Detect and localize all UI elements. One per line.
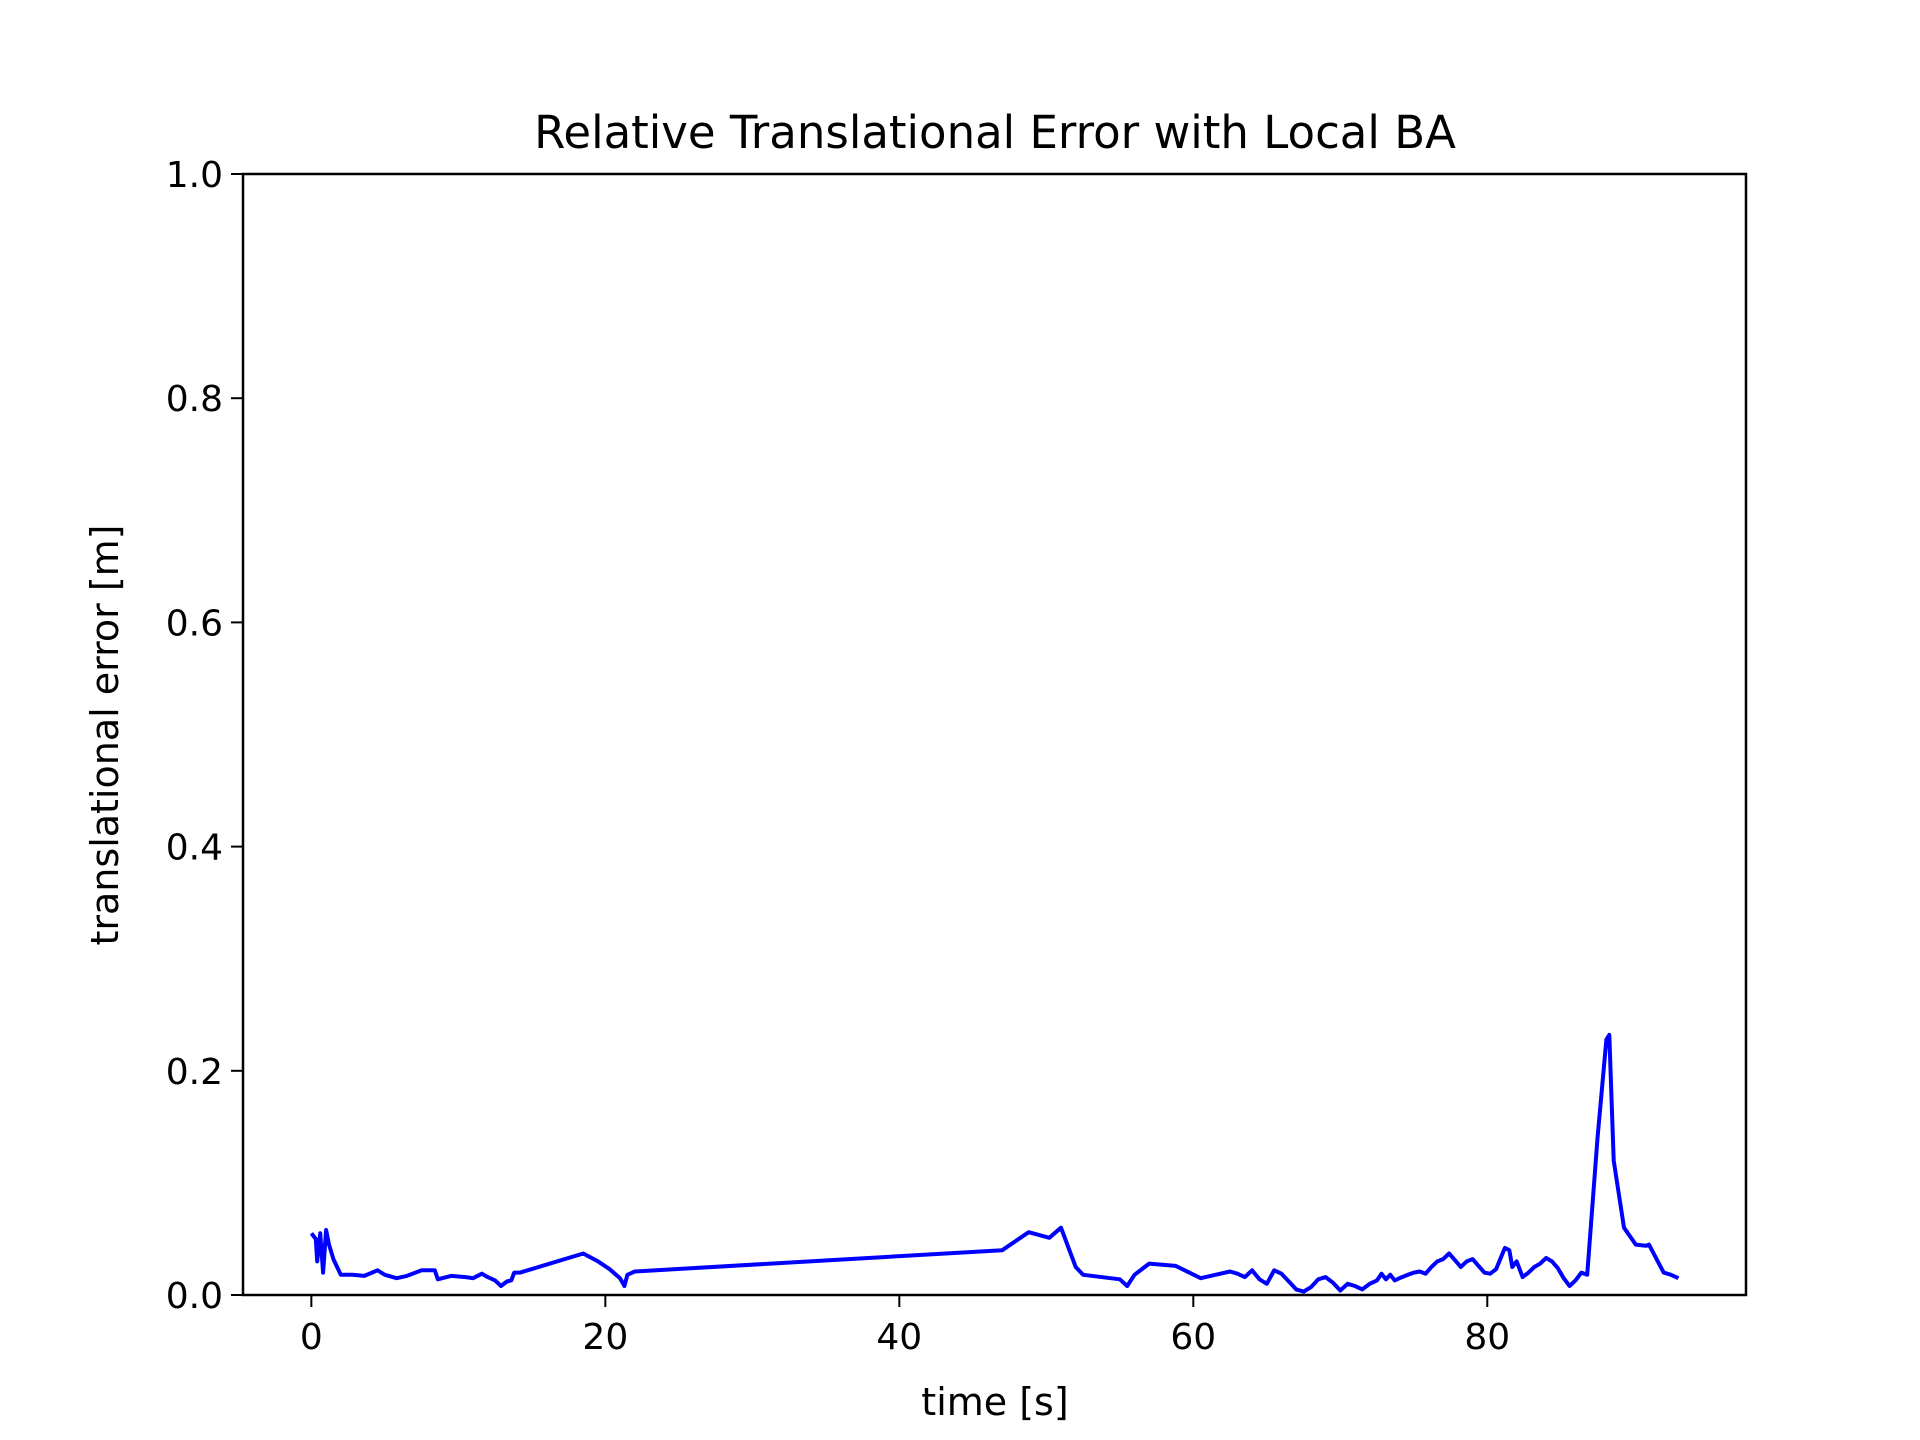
y-tick-label: 0.8 bbox=[166, 379, 223, 420]
y-axis-ticks: 0.0 0.2 0.4 0.6 0.8 1.0 bbox=[166, 155, 243, 1317]
x-axis-label: time [s] bbox=[921, 1380, 1068, 1424]
chart-title: Relative Translational Error with Local … bbox=[534, 106, 1456, 159]
y-tick-label: 0.2 bbox=[166, 1052, 223, 1093]
x-tick-label: 60 bbox=[1170, 1317, 1216, 1358]
x-tick-label: 20 bbox=[582, 1317, 628, 1358]
y-tick-label: 1.0 bbox=[166, 155, 223, 196]
x-tick-label: 40 bbox=[876, 1317, 922, 1358]
x-axis-ticks: 0 20 40 60 80 bbox=[300, 1295, 1510, 1358]
axes-frame bbox=[241, 172, 1748, 1297]
x-tick-label: 0 bbox=[300, 1317, 323, 1358]
x-tick-label: 80 bbox=[1464, 1317, 1510, 1358]
y-tick-label: 0.4 bbox=[166, 828, 223, 869]
y-tick-label: 0.6 bbox=[166, 603, 223, 644]
y-tick-label: 0.0 bbox=[166, 1276, 223, 1317]
y-axis-label: translational error [m] bbox=[83, 525, 127, 946]
series-line bbox=[309, 1032, 1680, 1294]
plot-area bbox=[309, 1032, 1680, 1294]
